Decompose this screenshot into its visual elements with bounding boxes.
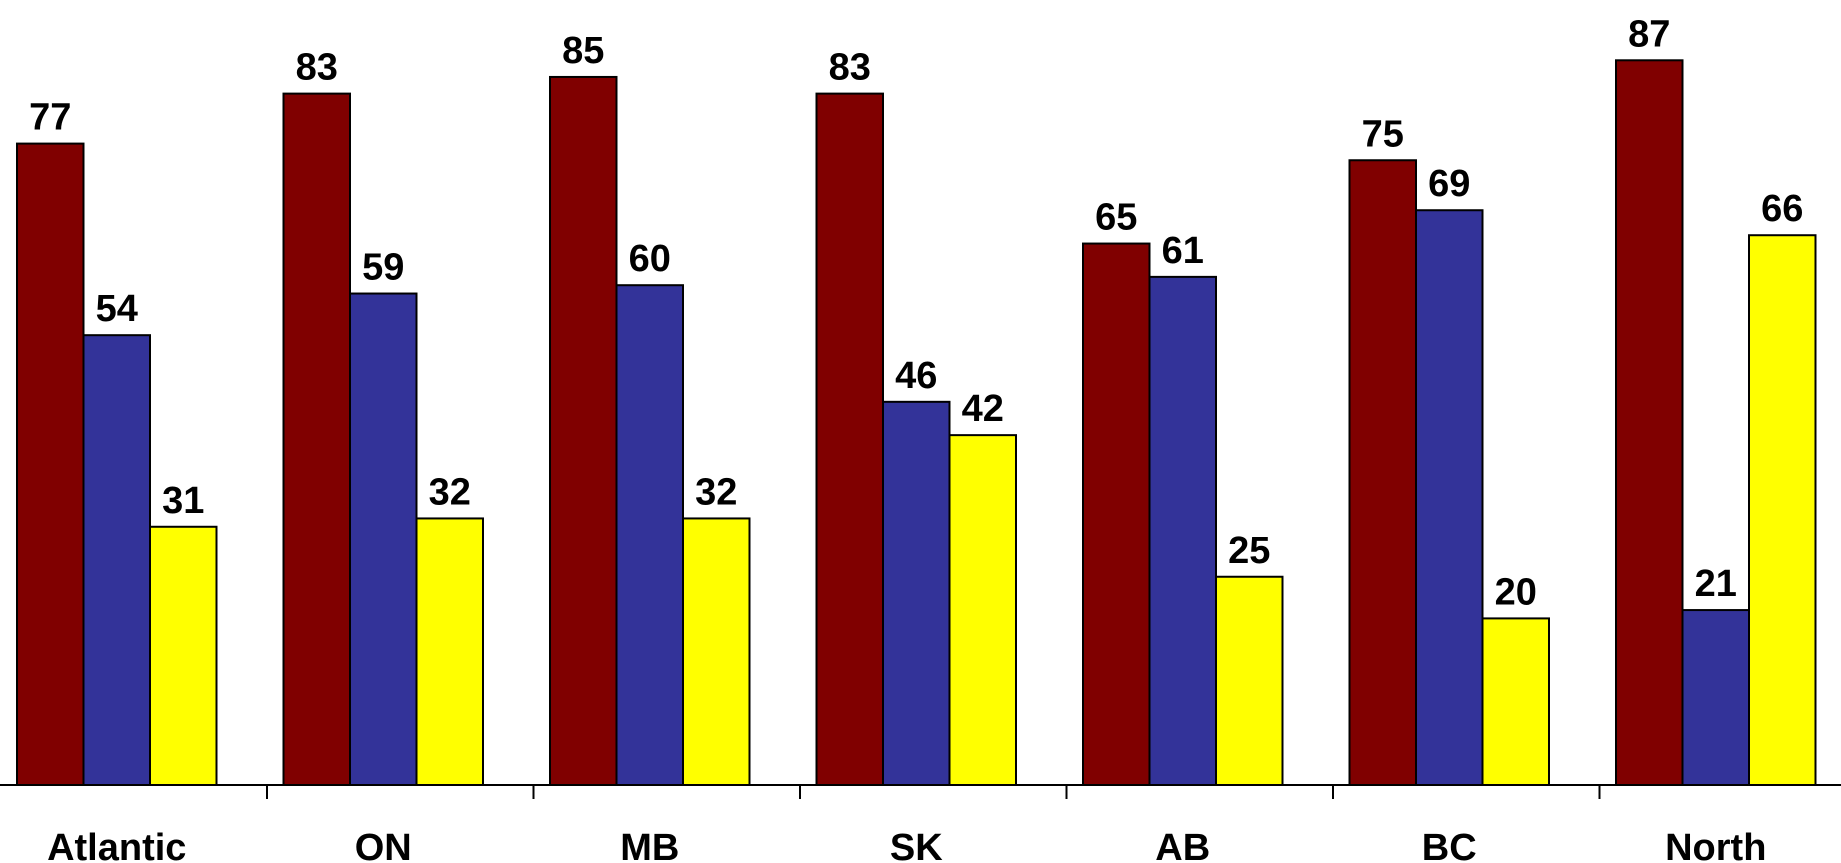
bar-series3-atlantic (149, 525, 218, 787)
bar-series2-bc (1415, 209, 1484, 787)
data-label-series3-mb: 32 (695, 471, 737, 513)
bar-series2-ab (1148, 275, 1217, 786)
bar-series1-bc (1348, 159, 1417, 786)
data-label-series2-north: 21 (1695, 563, 1737, 605)
category-label-bc: BC (1422, 827, 1477, 863)
category-label-atlantic: Atlantic (47, 827, 186, 863)
data-label-series1-north: 87 (1628, 13, 1670, 55)
data-label-series3-sk: 42 (962, 388, 1004, 430)
bar-series3-sk (948, 434, 1017, 786)
data-label-series3-on: 32 (429, 471, 471, 513)
data-label-series3-bc: 20 (1495, 571, 1537, 613)
category-label-mb: MB (620, 827, 679, 863)
data-label-series1-sk: 83 (829, 47, 871, 89)
data-label-series1-bc: 75 (1362, 113, 1404, 155)
data-label-series2-sk: 46 (895, 355, 937, 397)
data-label-series1-atlantic: 77 (29, 97, 71, 139)
bar-series3-mb (682, 517, 751, 786)
data-label-series3-north: 66 (1761, 188, 1803, 230)
bar-series1-mb (549, 75, 618, 786)
bar-series1-ab (1082, 242, 1151, 787)
data-label-series2-atlantic: 54 (96, 288, 138, 330)
data-label-series2-ab: 61 (1162, 230, 1204, 272)
bar-series3-bc (1481, 617, 1550, 787)
category-label-ab: AB (1155, 827, 1210, 863)
bar-series2-atlantic (82, 334, 151, 786)
bar-series3-north (1748, 234, 1817, 787)
bar-series3-ab (1215, 575, 1284, 786)
data-label-series1-on: 83 (296, 47, 338, 89)
bar-series2-sk (882, 400, 951, 786)
category-label-on: ON (355, 827, 412, 863)
data-label-series2-bc: 69 (1428, 163, 1470, 205)
category-label-sk: SK (890, 827, 943, 863)
bar-series2-north (1681, 609, 1750, 786)
bar-series1-on (282, 92, 351, 787)
bar-series1-atlantic (16, 142, 85, 786)
data-label-series3-atlantic: 31 (162, 480, 204, 522)
bar-series1-sk (815, 92, 884, 787)
data-label-series1-ab: 65 (1095, 197, 1137, 239)
category-label-north: North (1665, 827, 1766, 863)
data-label-series1-mb: 85 (562, 30, 604, 72)
x-axis: Atlantic ON MB SK AB BC North (0, 784, 1841, 863)
data-label-series3-ab: 25 (1228, 530, 1270, 572)
value-labels-layer: 77 54 31 83 59 32 85 60 32 83 46 42 65 61 25 75 69 20 87 21… (29, 13, 1803, 613)
bar-series1-north (1615, 59, 1684, 787)
bar-series2-mb (615, 284, 684, 786)
bar-series2-on (349, 292, 418, 786)
bars-layer (16, 59, 1817, 787)
bar-series3-on (415, 517, 484, 786)
data-label-series2-on: 59 (362, 247, 404, 289)
data-label-series2-mb: 60 (629, 238, 671, 280)
